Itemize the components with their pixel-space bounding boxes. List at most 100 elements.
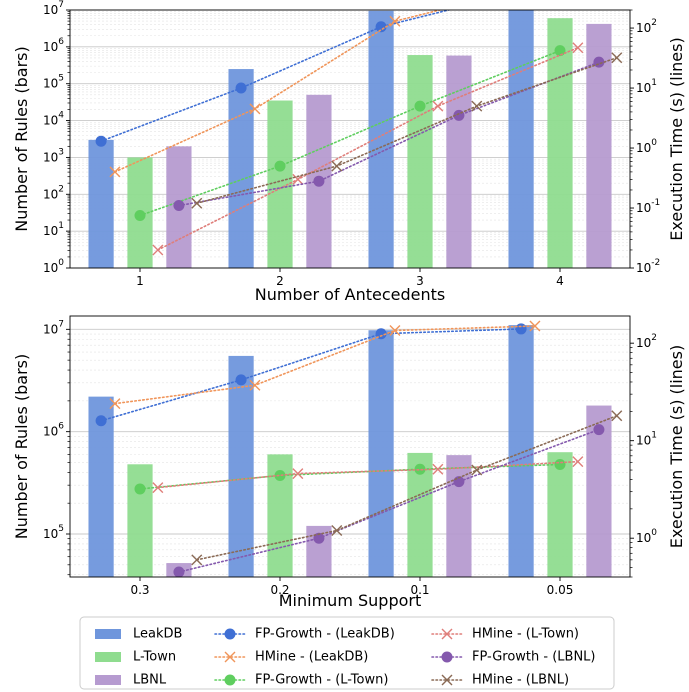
y2-tick-label-exp: -2: [651, 258, 660, 268]
cross-stroke: [432, 463, 444, 475]
y-tick-label: 101: [43, 221, 64, 238]
x-tick-label: 4: [556, 274, 564, 288]
cross-stroke: [529, 320, 541, 332]
y2-tick-label-exp: 1: [651, 78, 657, 88]
y-tick-label: 107: [43, 319, 64, 336]
marker-fp-growth-leakdb-0-05: [515, 323, 527, 335]
y-tick-label-exp: 4: [58, 110, 64, 120]
x-axis: 1 2 3 4: [136, 268, 564, 288]
legend-label: HMine - (LeakDB): [255, 650, 368, 665]
y2-tick-label-exp: -1: [651, 198, 660, 208]
y-tick-label-base: 10: [43, 526, 58, 540]
grid: [70, 9, 630, 269]
lines: [95, 10, 623, 256]
y-tick-label: 105: [43, 523, 64, 540]
y-tick-label-exp: 5: [58, 523, 64, 533]
cross-stroke: [572, 456, 584, 468]
legend-label: L-Town: [133, 650, 176, 665]
line-hmine-l-town: [157, 46, 579, 251]
line-fp-growth-l-town: [139, 49, 561, 217]
y-tick-label-base: 10: [43, 113, 58, 127]
legend-item-l-town: L-Town: [95, 650, 176, 665]
y-tick-label-base: 10: [43, 424, 58, 438]
y-tick-label-exp: 3: [58, 147, 64, 157]
marker-fp-growth-lbnl-0-3: [173, 566, 185, 577]
legend-item-fp-growth-lbnl: FP-Growth - (LBNL): [431, 650, 595, 665]
x-tick-label: 0.2: [270, 583, 289, 597]
y2-tick-label-exp: 2: [651, 333, 657, 343]
marker-hmine-lbnl-0-05: [611, 410, 623, 422]
legend-label: FP-Growth - (L-Town): [255, 673, 388, 688]
y-tick-label-base: 10: [43, 39, 58, 53]
marker-hmine-lbnl-0-2: [331, 524, 343, 536]
line-fp-growth-lbnl: [178, 428, 600, 573]
x-tick-label: 0.05: [547, 583, 574, 597]
legend-swatch: [95, 629, 121, 639]
marker-fp-growth-leakdb-0-2: [235, 374, 247, 386]
legend-label: FP-Growth - (LeakDB): [255, 627, 395, 642]
y-tick-label-base: 10: [43, 322, 58, 336]
y-tick-label-base: 10: [43, 150, 58, 164]
y2-tick-label-base: 10: [636, 201, 651, 215]
bar-l-town-0-05: [547, 452, 573, 577]
y-tick-label: 104: [43, 110, 64, 127]
marker-fp-growth-l-town-0-05: [554, 458, 566, 470]
marker-hmine-l-town-1: [152, 244, 164, 256]
marker-fp-growth-lbnl-0-05: [593, 424, 605, 436]
cross-stroke: [611, 52, 623, 64]
marker-fp-growth-lbnl-2: [313, 175, 325, 187]
bar-leakdb-3: [368, 10, 394, 268]
legend-marker: [224, 674, 236, 686]
cross-stroke: [572, 42, 584, 54]
marker-fp-growth-l-town-0-1: [414, 463, 426, 475]
y-tick-label: 107: [43, 0, 64, 17]
bar-leakdb-0-1: [368, 330, 394, 577]
marker-hmine-lbnl-3: [471, 100, 483, 112]
cross-stroke: [191, 554, 203, 566]
bar-l-town-3: [407, 55, 433, 268]
cross-stroke: [432, 100, 444, 112]
y2-tick-label-base: 10: [636, 531, 651, 545]
legend-label: LBNL: [133, 673, 167, 688]
x-tick-label: 0.1: [410, 583, 429, 597]
y-tick-label-base: 10: [43, 3, 58, 17]
y2-axis-label: Execution Time (s) (lines): [667, 37, 686, 240]
y2-tick-label-base: 10: [636, 21, 651, 35]
y-tick-label-exp: 1: [58, 221, 64, 231]
line-fp-growth-leakdb: [100, 10, 452, 142]
marker-hmine-l-town-0-2: [292, 468, 304, 480]
y-tick-label-exp: 7: [58, 319, 64, 329]
legend-swatch: [95, 675, 121, 685]
y2-tick-label-exp: 2: [651, 18, 657, 28]
legend: LeakDB L-Town LBNL FP-Growth - (LeakDB) HMin…: [79, 616, 615, 690]
marker-fp-growth-l-town-4: [554, 45, 566, 57]
bar-leakdb-0-2: [228, 355, 254, 577]
cross-stroke: [331, 160, 343, 172]
y-axis-label: Number of Rules (bars): [12, 354, 31, 539]
cross-stroke: [109, 166, 121, 178]
line-hmine-lbnl: [195, 56, 618, 205]
marker-hmine-lbnl-1: [191, 197, 203, 209]
y-tick-label-base: 10: [43, 261, 58, 275]
y2-tick-label: 10-1: [636, 198, 660, 215]
top-chart: 10010110210310410510610710-210-110010110…: [12, 0, 686, 304]
legend-label: HMine - (L-Town): [472, 627, 579, 642]
bar-leakdb-1: [88, 139, 114, 268]
y-tick-label-exp: 2: [58, 184, 64, 194]
y2-tick-label-base: 10: [636, 261, 651, 275]
y-tick-label-base: 10: [43, 76, 58, 90]
legend-label: HMine - (LBNL): [472, 673, 569, 688]
marker-hmine-l-town-4: [572, 42, 584, 54]
y2-tick-label-base: 10: [636, 336, 651, 350]
y-tick-label-exp: 7: [58, 0, 64, 10]
marker-hmine-l-town-0-1: [432, 463, 444, 475]
x-axis: 0.3 0.2 0.1 0.05: [130, 577, 573, 597]
y-tick-label: 103: [43, 147, 64, 164]
x-axis-label: Minimum Support: [279, 591, 421, 610]
cross-stroke: [471, 464, 483, 476]
legend-item-lbnl: LBNL: [95, 673, 167, 688]
